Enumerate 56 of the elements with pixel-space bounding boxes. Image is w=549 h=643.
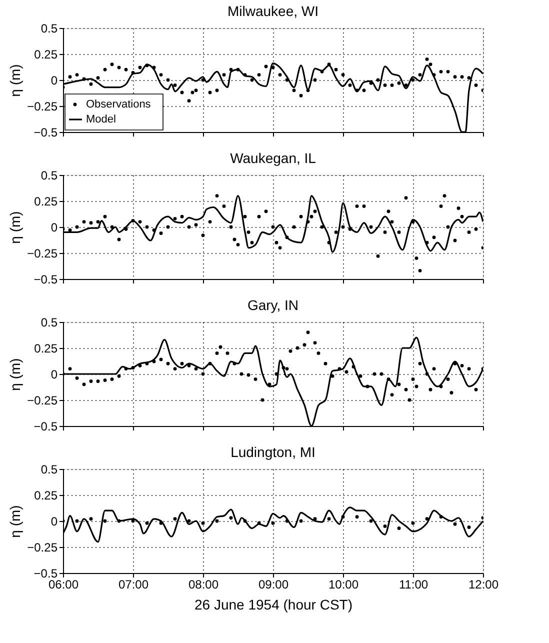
y-tick-label: −0.25	[27, 100, 58, 114]
y-tick-label: −0.5	[34, 566, 58, 580]
point	[201, 521, 205, 525]
chart-title: Ludington, MI	[230, 444, 316, 460]
x-tick-label: 10:00	[328, 578, 359, 592]
point	[467, 526, 471, 529]
point	[229, 516, 233, 520]
y-axis-title: η (m)	[7, 358, 24, 391]
chart-title: Milwaukee, WI	[227, 3, 319, 19]
y-tick-label: −0.5	[34, 420, 58, 434]
point	[299, 519, 303, 523]
point	[411, 521, 415, 525]
y-axis-title: η (m)	[7, 505, 24, 538]
y-tick-label: −0.25	[27, 246, 58, 260]
point	[75, 519, 79, 523]
point	[453, 522, 457, 526]
x-tick-label: 06:00	[48, 578, 79, 592]
y-tick-label: 0.25	[34, 48, 58, 62]
y-tick-label: 0.25	[34, 488, 58, 502]
point	[173, 517, 177, 521]
point	[215, 519, 219, 523]
y-tick-label: −0.5	[34, 272, 58, 286]
y-tick-label: 0.5	[40, 22, 58, 36]
point	[383, 524, 387, 528]
legend-label: Model	[86, 114, 116, 126]
legend-label: Observations	[86, 98, 152, 110]
y-tick-label: −0.25	[27, 540, 58, 554]
point	[145, 521, 149, 525]
point	[327, 517, 331, 521]
y-tick-label: 0.25	[34, 342, 58, 356]
x-axis-title: 26 June 1954 (hour CST)	[194, 596, 352, 612]
chart-title: Gary, IN	[247, 297, 299, 313]
y-axis-title: η (m)	[7, 211, 24, 244]
y-tick-label: 0.25	[34, 194, 58, 208]
x-tick-label: 08:00	[188, 578, 219, 592]
x-tick-label: 09:00	[258, 578, 289, 592]
y-axis-title: η (m)	[7, 64, 24, 97]
chart-title: Waukegan, IL	[230, 150, 316, 166]
point	[103, 519, 107, 523]
point	[355, 515, 359, 519]
y-tick-label: 0	[50, 220, 58, 234]
y-tick-label: 0.5	[40, 462, 58, 476]
x-tick-label: 11:00	[398, 578, 428, 592]
x-tick-label: 12:00	[468, 578, 499, 592]
point	[369, 519, 373, 523]
point	[89, 517, 93, 521]
y-tick-label: 0	[50, 74, 58, 88]
y-tick-label: 0.5	[40, 316, 58, 330]
y-tick-label: 0	[50, 514, 58, 528]
y-tick-label: −0.25	[27, 394, 58, 408]
point	[271, 521, 275, 525]
y-tick-label: 0	[50, 368, 58, 382]
y-tick-label: −0.5	[34, 126, 58, 140]
y-tick-label: 0.5	[40, 168, 58, 182]
point	[397, 526, 401, 530]
x-tick-label: 07:00	[118, 578, 149, 592]
